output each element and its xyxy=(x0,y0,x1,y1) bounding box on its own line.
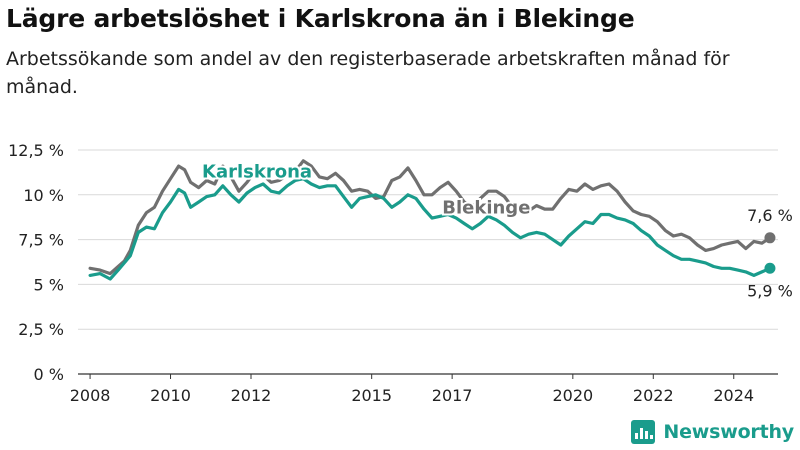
y-tick-label: 5 % xyxy=(34,275,64,294)
series-annotation: Karlskrona xyxy=(202,162,312,183)
brand-name: Newsworthy xyxy=(663,421,794,443)
x-tick-label: 2012 xyxy=(231,386,272,405)
end-point-blekinge xyxy=(764,232,776,244)
x-tick-label: 2020 xyxy=(552,386,593,405)
x-axis: 2008 2010 2012 2015 2017 2020 2022 2024 xyxy=(70,374,754,405)
y-tick-label: 12,5 % xyxy=(8,141,64,160)
series-lines xyxy=(88,159,776,281)
y-tick-label: 2,5 % xyxy=(18,320,64,339)
x-tick-label: 2008 xyxy=(70,386,111,405)
chart-subtitle: Arbetssökande som andel av den registerb… xyxy=(6,48,730,98)
x-tick-label: 2015 xyxy=(351,386,392,405)
series-line-karlskrona xyxy=(88,177,772,281)
y-tick-label: 7,5 % xyxy=(18,231,64,250)
annotations: 7,6 % 5,9 % Karlskrona Blekinge xyxy=(200,160,793,301)
end-value-label: 5,9 % xyxy=(747,281,793,300)
series-annotation: Blekinge xyxy=(442,197,530,218)
chart-title: Lägre arbetslöshet i Karlskrona än i Ble… xyxy=(6,4,635,33)
x-tick-label: 2022 xyxy=(633,386,674,405)
y-tick-label: 0 % xyxy=(34,365,64,384)
y-axis: 0 % 2,5 % 5 % 7,5 % 10 % 12,5 % xyxy=(8,141,64,384)
x-tick-label: 2024 xyxy=(713,386,754,405)
x-tick-label: 2017 xyxy=(432,386,473,405)
brand-logo: Newsworthy xyxy=(631,420,794,444)
end-value-label: 7,6 % xyxy=(747,206,793,225)
y-tick-label: 10 % xyxy=(23,186,64,205)
series-line-blekinge xyxy=(88,159,772,276)
x-tick-label: 2010 xyxy=(150,386,191,405)
end-point-karlskrona xyxy=(764,262,776,274)
gridlines xyxy=(78,149,778,375)
bar-chart-logo-icon xyxy=(631,420,656,444)
